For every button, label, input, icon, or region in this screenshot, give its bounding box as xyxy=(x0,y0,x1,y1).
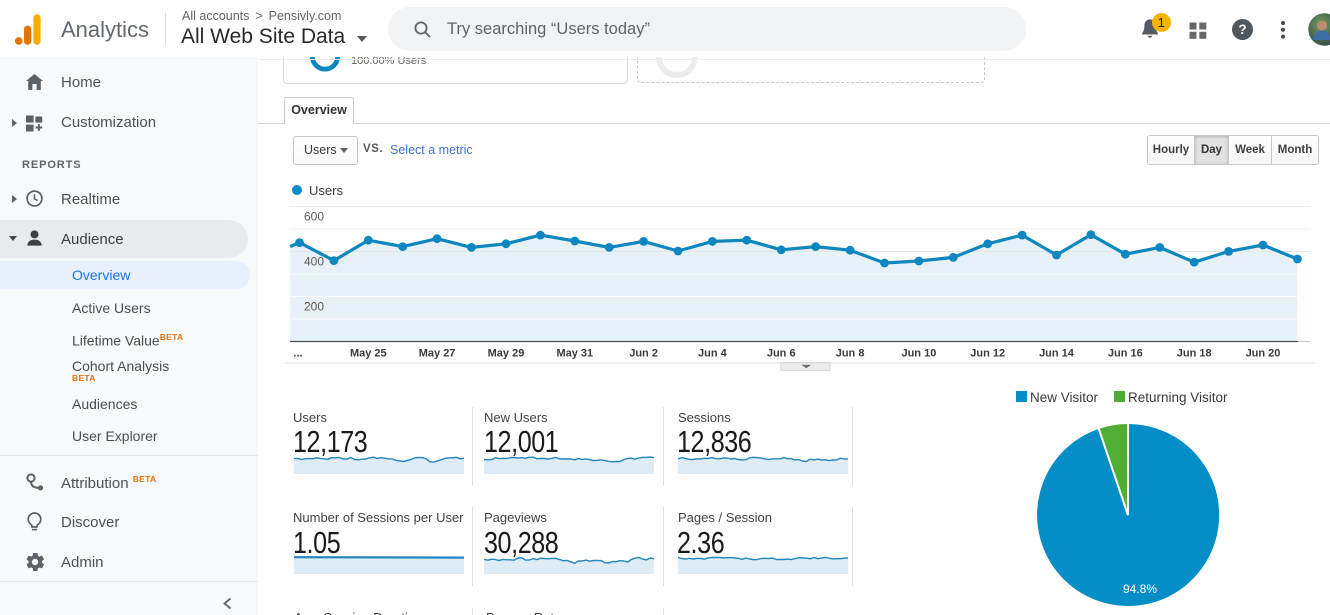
svg-text:Jun 14: Jun 14 xyxy=(1039,348,1075,360)
svg-text:200: 200 xyxy=(304,300,324,314)
svg-text:Jun 2: Jun 2 xyxy=(629,348,658,360)
svg-text:Jun 6: Jun 6 xyxy=(767,348,796,360)
svg-text:May 27: May 27 xyxy=(419,348,456,360)
svg-text:Jun 10: Jun 10 xyxy=(901,348,936,360)
svg-text:May 29: May 29 xyxy=(488,348,525,360)
svg-text:...: ... xyxy=(293,348,302,360)
svg-text:Jun 16: Jun 16 xyxy=(1108,348,1143,360)
svg-text:Jun 4: Jun 4 xyxy=(698,348,728,360)
svg-text:Jun 8: Jun 8 xyxy=(836,348,865,360)
svg-text:94.8%: 94.8% xyxy=(1123,582,1157,596)
svg-text:400: 400 xyxy=(304,255,324,269)
svg-text:Jun 12: Jun 12 xyxy=(970,348,1005,360)
svg-text:May 31: May 31 xyxy=(556,348,593,360)
svg-text:Jun 20: Jun 20 xyxy=(1246,348,1281,360)
svg-text:May 25: May 25 xyxy=(350,348,387,360)
svg-text:Jun 18: Jun 18 xyxy=(1177,348,1212,360)
svg-text:600: 600 xyxy=(304,210,324,224)
